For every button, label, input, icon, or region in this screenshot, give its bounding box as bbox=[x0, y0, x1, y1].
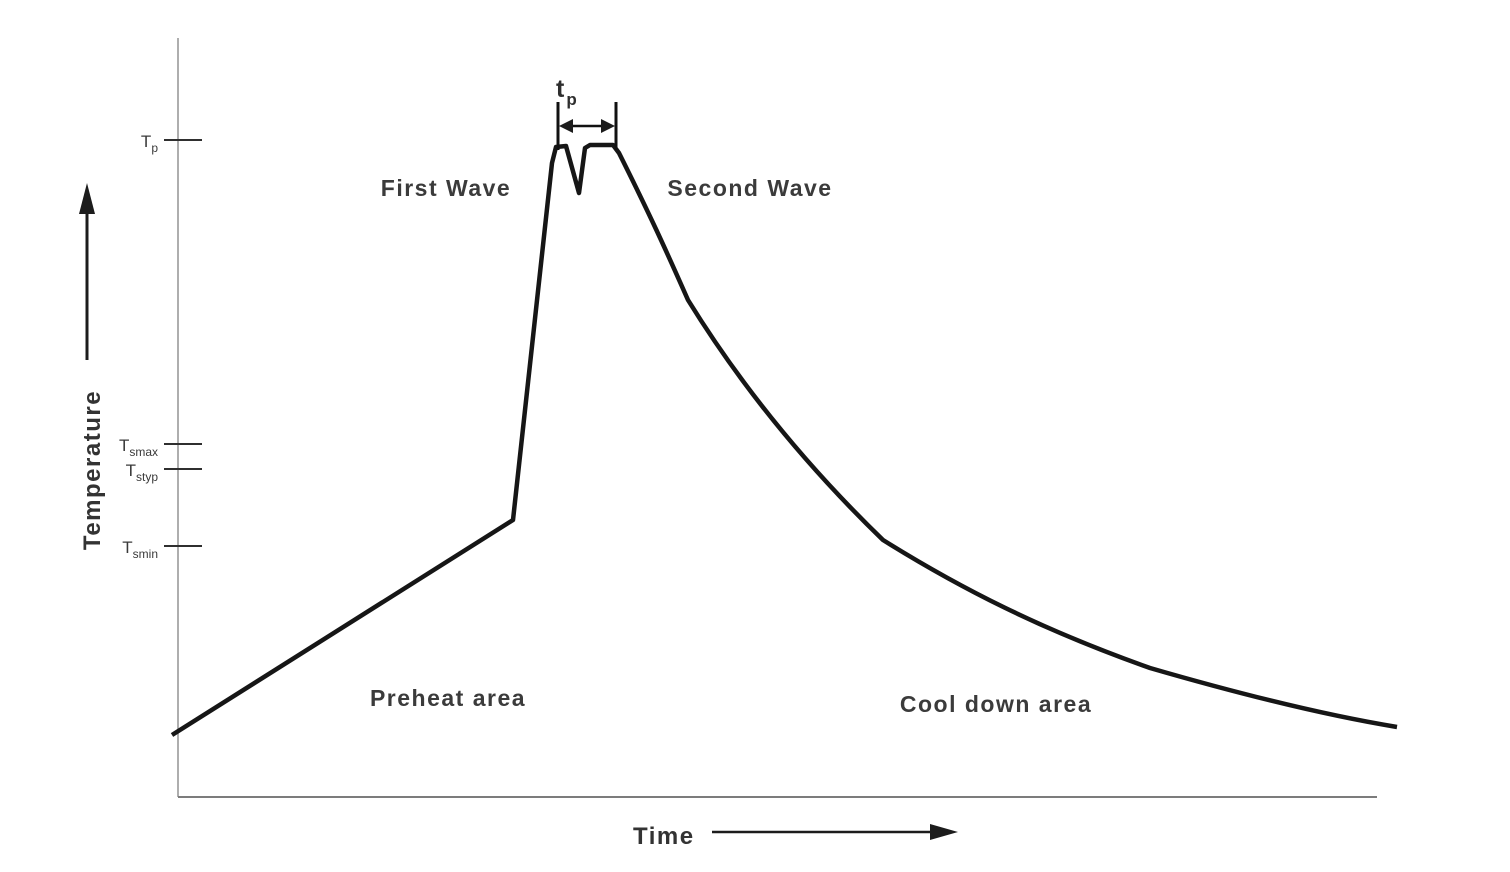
arrow-right-icon bbox=[601, 119, 615, 133]
y-tick-label-p: Tp bbox=[141, 132, 158, 155]
tick-subscript: styp bbox=[136, 470, 158, 484]
annotation-first-wave: First Wave bbox=[381, 175, 511, 201]
y-tick-label-smin: Tsmin bbox=[122, 538, 158, 561]
tick-main: T bbox=[119, 436, 129, 455]
tick-subscript: p bbox=[151, 141, 158, 155]
arrow-up-icon bbox=[79, 183, 95, 214]
arrow-right-icon bbox=[930, 824, 958, 840]
marker-label-subscript: p bbox=[566, 90, 576, 109]
arrow-left-icon bbox=[559, 119, 573, 133]
temperature-curve bbox=[170, 142, 1398, 737]
region-labels: First Wave Second Wave Preheat area Cool do… bbox=[370, 175, 1092, 717]
annotation-cool-down-area: Cool down area bbox=[900, 691, 1092, 717]
x-axis-label: Time bbox=[633, 823, 695, 850]
y-axis-label: Temperature bbox=[79, 390, 106, 550]
y-tick-label-smax: Tsmax bbox=[119, 436, 158, 459]
annotation-second-wave: Second Wave bbox=[667, 175, 832, 201]
tick-main: T bbox=[126, 461, 136, 480]
tick-subscript: smax bbox=[129, 445, 158, 459]
tick-main: T bbox=[122, 538, 132, 557]
temperature-axis-arrow bbox=[79, 183, 95, 360]
tick-subscript: smin bbox=[133, 547, 158, 561]
y-tick-label-styp: Tstyp bbox=[126, 461, 159, 484]
axes bbox=[177, 38, 1377, 798]
tick-main: T bbox=[141, 132, 151, 151]
marker-label-main: t bbox=[556, 75, 565, 103]
annotation-preheat-area: Preheat area bbox=[370, 685, 526, 711]
time-axis-arrow bbox=[712, 824, 958, 840]
